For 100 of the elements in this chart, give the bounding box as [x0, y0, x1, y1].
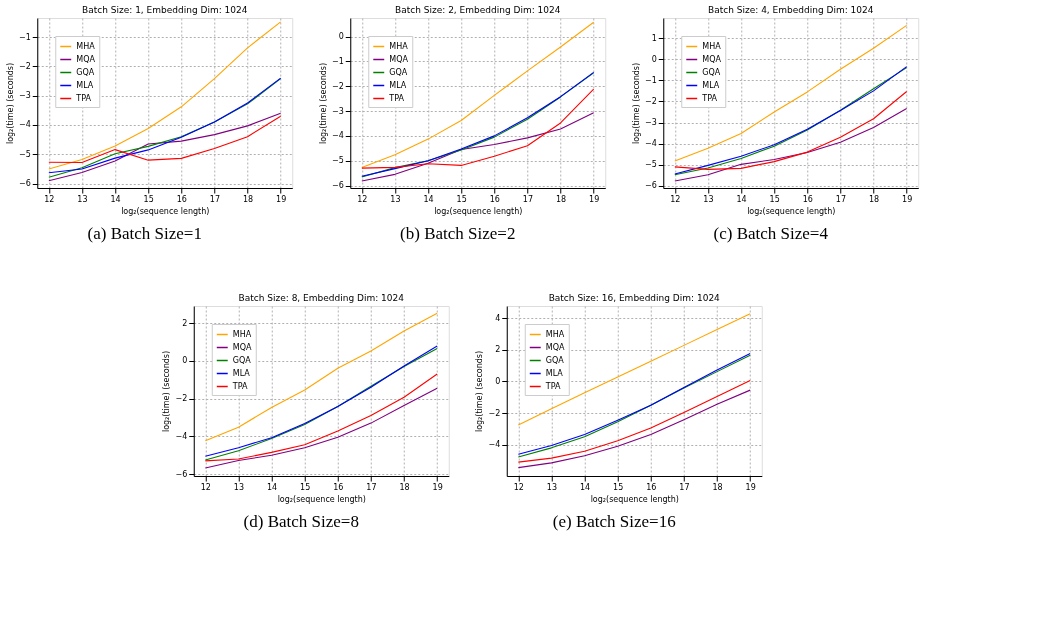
x-tick-label: 17 — [209, 194, 221, 204]
line-series — [517, 389, 751, 469]
legend-label: MLA — [389, 80, 407, 90]
legend-label: MQA — [702, 54, 722, 64]
x-tick-label: 18 — [868, 194, 880, 204]
legend-label: MLA — [232, 368, 251, 378]
x-tick-label: 16 — [333, 482, 344, 492]
y-tick-label: 2 — [182, 318, 188, 328]
y-tick-label: −6 — [331, 181, 344, 191]
x-tick-label: 18 — [399, 482, 410, 492]
y-tick-label: 0 — [651, 54, 657, 64]
legend-label: TPA — [388, 93, 405, 103]
y-tick-label: −5 — [18, 149, 31, 159]
line-series — [517, 313, 751, 426]
chart-title: Batch Size: 8, Embedding Dim: 1024 — [238, 293, 405, 303]
x-tick-label: 13 — [703, 194, 714, 204]
y-tick-label: −4 — [175, 431, 188, 441]
y-tick-label: 2 — [495, 345, 501, 355]
legend-label: TPA — [231, 381, 248, 391]
line-series — [204, 387, 438, 469]
x-tick-label: 16 — [176, 194, 187, 204]
y-tick-label: −6 — [175, 469, 188, 479]
x-tick-label: 19 — [589, 194, 600, 204]
text: (c) Batch Size=4 — [713, 224, 829, 243]
x-tick-label: 16 — [489, 194, 500, 204]
x-axis-title: log₂(sequence length) — [434, 206, 523, 216]
y-axis-title: log₂(time) (seconds) — [631, 62, 641, 145]
legend-label: MHA — [232, 329, 252, 339]
line-series — [361, 21, 595, 168]
line-series — [361, 112, 595, 182]
legend-label: MHA — [76, 41, 96, 51]
text: (d) Batch Size=8 — [243, 512, 359, 531]
legend-label: GQA — [76, 67, 95, 77]
x-tick-label: 16 — [802, 194, 813, 204]
y-tick-label: −2 — [18, 61, 31, 71]
legend-label: MQA — [76, 54, 96, 64]
x-tick-label: 17 — [366, 482, 377, 492]
x-tick-label: 15 — [769, 194, 780, 204]
legend-label: GQA — [389, 67, 408, 77]
y-tick-label: 0 — [495, 376, 501, 386]
y-tick-label: −4 — [18, 120, 31, 130]
x-tick-label: 18 — [242, 194, 254, 204]
x-tick-label: 14 — [266, 482, 278, 492]
legend-label: TPA — [701, 93, 718, 103]
x-tick-label: 15 — [143, 194, 154, 204]
x-tick-label: 17 — [835, 194, 847, 204]
x-axis-title: log₂(sequence length) — [590, 494, 679, 504]
legend-label: MHA — [702, 41, 722, 51]
chart-title: Batch Size: 2, Embedding Dim: 1024 — [395, 5, 561, 15]
legend-label: MLA — [545, 368, 564, 378]
y-axis-title: log₂(time) (seconds) — [162, 350, 172, 433]
legend-label: MLA — [702, 80, 720, 90]
y-tick-label: −3 — [18, 91, 31, 101]
x-tick-label: 12 — [513, 482, 524, 492]
line-series — [48, 112, 282, 182]
x-tick-label: 19 — [745, 482, 756, 492]
y-tick-label: 0 — [338, 32, 344, 42]
x-tick-label: 12 — [44, 194, 55, 204]
y-tick-label: −1 — [331, 56, 344, 66]
y-tick-label: −1 — [18, 32, 31, 42]
y-tick-label: −2 — [331, 81, 344, 91]
y-axis-title: log₂(time) (seconds) — [475, 350, 485, 433]
x-tick-label: 14 — [110, 194, 121, 204]
x-tick-label: 19 — [276, 194, 287, 204]
y-tick-label: −4 — [644, 139, 657, 149]
chart-title: Batch Size: 16, Embedding Dim: 1024 — [548, 293, 721, 303]
x-tick-label: 15 — [300, 482, 311, 492]
line-series — [517, 379, 751, 463]
legend-label: MHA — [389, 41, 409, 51]
y-tick-label: −2 — [644, 96, 657, 106]
y-tick-label: −2 — [488, 408, 501, 418]
line-series — [48, 21, 282, 170]
x-tick-label: 17 — [679, 482, 690, 492]
x-tick-label: 16 — [646, 482, 657, 492]
x-tick-label: 13 — [77, 194, 88, 204]
x-tick-label: 13 — [233, 482, 245, 492]
line-series — [48, 115, 282, 164]
x-tick-label: 12 — [357, 194, 368, 204]
y-axis-title: log₂(time) (seconds) — [318, 62, 328, 145]
x-tick-label: 13 — [390, 194, 401, 204]
text: (a) Batch Size=1 — [87, 224, 202, 243]
x-tick-label: 15 — [613, 482, 624, 492]
x-tick-label: 19 — [902, 194, 913, 204]
line-series — [204, 312, 438, 442]
legend-label: TPA — [544, 381, 561, 391]
y-tick-label: −5 — [331, 156, 344, 166]
y-tick-label: −2 — [175, 394, 188, 404]
line-series — [361, 88, 595, 169]
legend-label: GQA — [702, 67, 721, 77]
line-series — [674, 24, 908, 162]
legend-label: GQA — [545, 355, 565, 365]
line-series — [674, 90, 908, 170]
x-tick-label: 19 — [432, 482, 443, 492]
text: (e) Batch Size=16 — [552, 512, 676, 531]
x-tick-label: 13 — [546, 482, 558, 492]
legend-label: MQA — [389, 54, 409, 64]
x-tick-label: 18 — [555, 194, 567, 204]
x-axis-title: log₂(sequence length) — [277, 494, 366, 504]
y-tick-label: −3 — [644, 118, 657, 128]
x-tick-label: 14 — [579, 482, 591, 492]
